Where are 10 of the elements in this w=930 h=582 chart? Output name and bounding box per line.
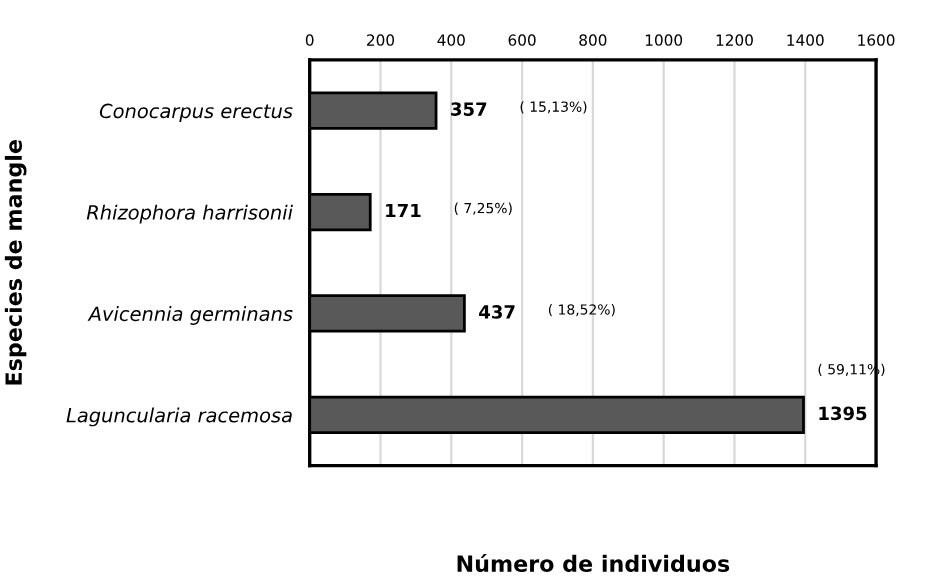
y-tick-label: Rhizophora harrisonii [86, 204, 293, 224]
x-axis-title: Número de individuos [457, 553, 730, 573]
data-label: 171 [386, 203, 421, 218]
data-label: 357 [451, 102, 487, 116]
y-tick-label: Conocarpus erectus [99, 103, 293, 123]
y-tick-label: Avicennia germinans [87, 306, 293, 325]
y-axis-title: Especies de mangle [4, 140, 27, 385]
y-tick-label: Laguncularia racemosa [66, 407, 292, 427]
data-label: 437 [479, 305, 515, 319]
data-label: 1395 [819, 406, 867, 421]
